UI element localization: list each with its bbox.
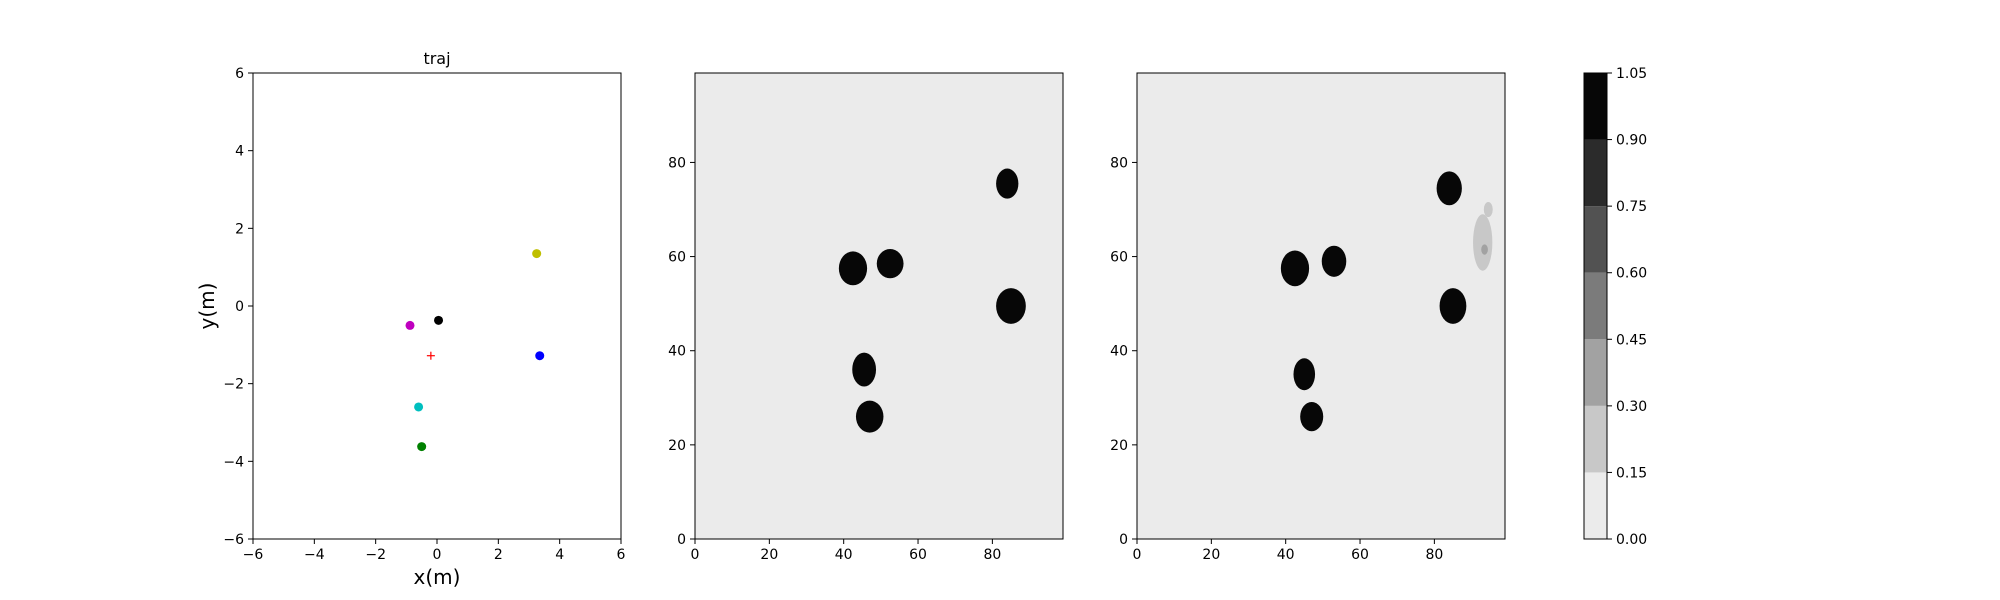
plot-title: traj	[423, 49, 450, 68]
colorbar-segment	[1584, 339, 1607, 406]
scatter-point	[414, 402, 424, 412]
occupancy-blob	[1481, 244, 1488, 255]
colorbar-tick-label: 0.60	[1616, 266, 1647, 282]
map-blobs	[838, 168, 1026, 433]
colorbar: 0.00 0.15 0.30 0.45 0.60 0.75 0.90 1.05	[1583, 66, 1647, 548]
occupancy-blob	[876, 249, 904, 279]
y-tick-label: 6	[235, 66, 244, 82]
x-tick-label: 0	[1133, 547, 1142, 563]
y-tick-label: 2	[235, 221, 244, 237]
occupancy-map-1: 0 20 40 60 80 0 20 40 60 80	[668, 72, 1064, 563]
occupancy-blob	[1280, 250, 1310, 287]
occupancy-blob	[1321, 245, 1347, 277]
y-tick-label: 4	[235, 144, 244, 160]
occupancy-blob	[855, 400, 884, 433]
colorbar-tick-label: 0.90	[1616, 133, 1647, 149]
colorbar-segment	[1584, 272, 1607, 340]
x-tick-label: 60	[1351, 547, 1369, 563]
map-blobs	[1280, 171, 1493, 432]
y-tick-label: −6	[223, 532, 244, 548]
colorbar-frame	[1583, 72, 1608, 540]
occupancy-blob	[838, 251, 868, 286]
y-tick-label: −4	[223, 454, 244, 470]
x-tick-label: 0	[691, 547, 700, 563]
colorbar-tick-label: 0.00	[1616, 532, 1647, 548]
occupancy-blob	[1293, 358, 1316, 391]
y-tick-label: 80	[1110, 155, 1128, 171]
plot-frame	[252, 72, 622, 540]
y-tick-label: 40	[1110, 344, 1128, 360]
colorbar-tick-label: 0.15	[1616, 465, 1647, 481]
x-tick-label: 20	[1202, 547, 1220, 563]
axis-ticks: 0 20 40 60 80 0 20 40 60 80	[1110, 155, 1443, 563]
x-tick-label: 40	[1277, 547, 1295, 563]
x-tick-label: −6	[243, 547, 264, 563]
plot-frame	[694, 72, 1064, 540]
axis-ticks: 0 20 40 60 80 0 20 40 60 80	[668, 155, 1001, 563]
x-tick-label: 60	[909, 547, 927, 563]
colorbar-segment	[1584, 139, 1607, 207]
colorbar-segment	[1584, 472, 1607, 539]
y-tick-label: 40	[668, 344, 686, 360]
x-tick-label: −2	[365, 547, 386, 563]
occupancy-blob	[1483, 201, 1493, 218]
y-axis-label: y(m)	[195, 283, 219, 330]
trajectory-plot: traj x(m) y(m) −6 −4 −2 0 2 4 6 −6 −4 −2 0 2 4 6	[195, 49, 626, 589]
occupancy-blob	[852, 352, 877, 387]
scatter-point	[532, 249, 542, 259]
y-tick-label: 60	[668, 250, 686, 266]
x-tick-label: 6	[617, 547, 626, 563]
occupancy-blob	[1473, 214, 1493, 271]
axis-ticks: −6 −4 −2 0 2 4 6 −6 −4 −2 0 2 4 6	[223, 66, 625, 563]
x-tick-label: −4	[304, 547, 325, 563]
y-tick-label: 0	[1119, 532, 1128, 548]
occupancy-map-2: 0 20 40 60 80 0 20 40 60 80	[1110, 72, 1506, 563]
occupancy-blob	[1300, 402, 1324, 432]
x-axis-label: x(m)	[414, 565, 461, 589]
colorbar-tick-label: 1.05	[1616, 66, 1647, 82]
colorbar-tick-label: 0.30	[1616, 399, 1647, 415]
scatter-point	[434, 315, 444, 325]
y-tick-label: 0	[235, 299, 244, 315]
occupancy-blob	[996, 288, 1026, 324]
x-tick-label: 80	[1425, 547, 1443, 563]
colorbar-ticks: 0.00 0.15 0.30 0.45 0.60 0.75 0.90 1.05	[1607, 66, 1647, 548]
occupancy-blob	[996, 168, 1019, 199]
scatter-marker-plus	[426, 351, 435, 360]
colorbar-tick-label: 0.75	[1616, 199, 1647, 215]
x-tick-label: 80	[983, 547, 1001, 563]
scatter-point	[405, 320, 415, 330]
plot-frame	[1136, 72, 1506, 540]
x-tick-label: 0	[433, 547, 442, 563]
colorbar-segment	[1584, 73, 1607, 140]
y-tick-label: 80	[668, 155, 686, 171]
occupancy-blob	[1439, 288, 1467, 324]
colorbar-segment	[1584, 405, 1607, 473]
y-tick-label: 20	[668, 438, 686, 454]
x-tick-label: 2	[494, 547, 503, 563]
x-tick-label: 20	[760, 547, 778, 563]
scatter-points	[405, 249, 545, 452]
y-tick-label: 20	[1110, 438, 1128, 454]
colorbar-tick-label: 0.45	[1616, 332, 1647, 348]
y-tick-label: 60	[1110, 250, 1128, 266]
colorbar-segment	[1584, 206, 1607, 273]
x-tick-label: 4	[555, 547, 564, 563]
x-tick-label: 40	[835, 547, 853, 563]
occupancy-blob	[1436, 171, 1462, 206]
scatter-point	[417, 442, 427, 452]
y-tick-label: 0	[677, 532, 686, 548]
y-tick-label: −2	[223, 377, 244, 393]
scatter-point	[535, 351, 545, 361]
colorbar-segments	[1584, 73, 1607, 539]
